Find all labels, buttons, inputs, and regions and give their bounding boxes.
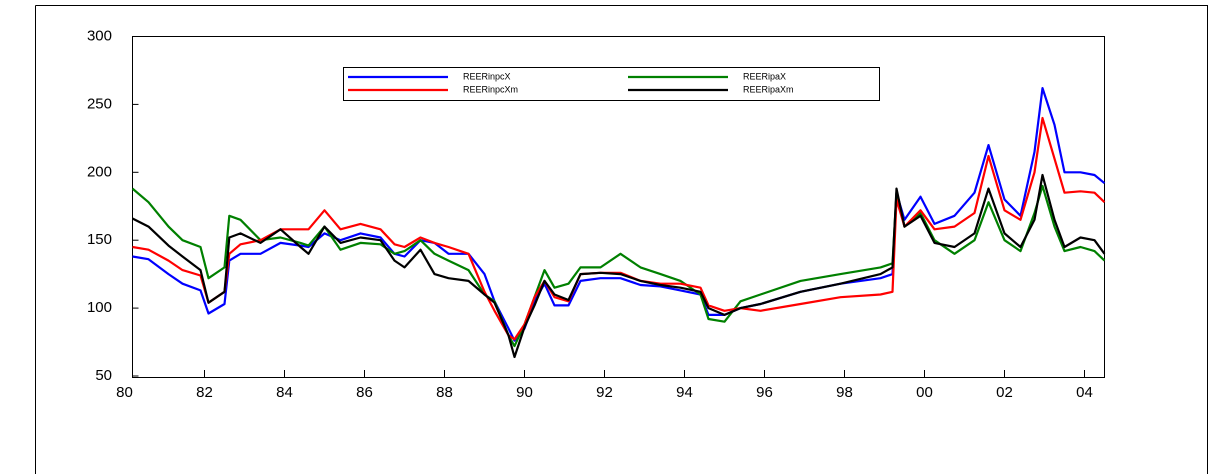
- legend-label: REERipaX: [743, 71, 786, 81]
- x-tick-label: 80: [116, 384, 133, 401]
- x-tick-label: 90: [516, 384, 533, 401]
- x-tick-label: 92: [596, 384, 613, 401]
- x-tick-label: 94: [676, 384, 693, 401]
- y-tick-label: 150: [87, 231, 112, 248]
- x-tick-label: 00: [916, 384, 933, 401]
- x-tick-label: 98: [836, 384, 853, 401]
- series-line: [132, 116, 1106, 341]
- series-line: [132, 173, 1106, 359]
- x-tick-label: 88: [436, 384, 453, 401]
- x-tick-label: 86: [356, 384, 373, 401]
- y-tick-label: 300: [87, 27, 112, 44]
- x-tick-label: 84: [276, 384, 293, 401]
- x-tick-label: 02: [996, 384, 1013, 401]
- y-tick-label: 200: [87, 163, 112, 180]
- y-tick-label: 50: [95, 367, 112, 384]
- plot-area: [132, 36, 1105, 378]
- x-tick-label: 96: [756, 384, 773, 401]
- x-tick-label: 04: [1076, 384, 1093, 401]
- legend-label: REERipaXm: [743, 84, 794, 94]
- y-tick-label: 250: [87, 95, 112, 112]
- legend: [343, 67, 880, 101]
- legend-label: REERinpcX: [463, 71, 511, 81]
- legend-label: REERinpcXm: [463, 84, 518, 94]
- series-line: [132, 87, 1106, 342]
- x-tick-label: 82: [196, 384, 213, 401]
- series-line: [131, 184, 1106, 348]
- y-tick-label: 100: [87, 299, 112, 316]
